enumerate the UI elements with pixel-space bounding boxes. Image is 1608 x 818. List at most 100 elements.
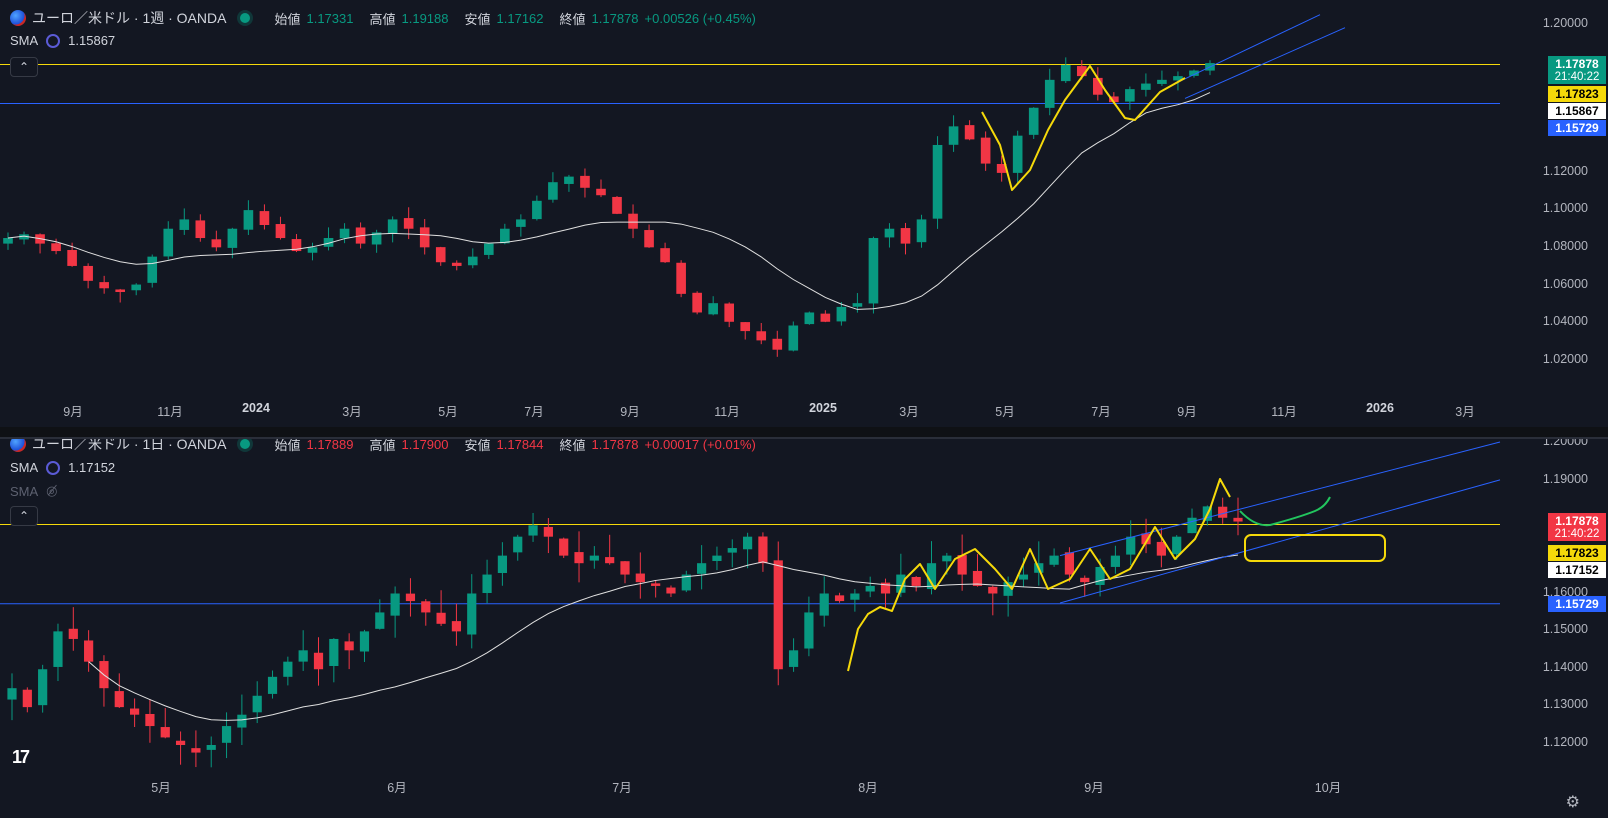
daily-candle-body <box>1095 566 1105 585</box>
daily-candle-body <box>175 740 186 745</box>
daily-price-tick: 1.12000 <box>1542 735 1588 749</box>
weekly-time-tick: 11月 <box>714 405 740 419</box>
weekly-candle-body <box>1093 77 1103 95</box>
weekly-candle-body <box>115 289 125 292</box>
change-value: +0.00017 (+0.01%) <box>644 437 756 452</box>
weekly-candle-body <box>500 228 510 244</box>
weekly-candle-body <box>660 248 670 263</box>
weekly-candle-body <box>900 228 911 244</box>
daily-candle-body <box>896 574 906 593</box>
daily-candle-body <box>574 552 584 564</box>
daily-candle-body <box>773 560 783 670</box>
weekly-candle-body <box>323 238 334 247</box>
daily-candle-body <box>1049 555 1059 565</box>
weekly-candle-body <box>483 243 494 255</box>
daily-candle-body <box>651 583 661 586</box>
daily-candle-body <box>191 748 201 753</box>
daily-candle-body <box>880 582 891 594</box>
weekly-candle-body <box>1173 76 1183 81</box>
weekly-candle-body <box>147 256 158 283</box>
daily-candle-body <box>788 650 799 667</box>
daily-time-tick: 7月 <box>612 781 632 795</box>
daily-time-tick: 5月 <box>151 781 171 795</box>
daily-candle-body <box>497 555 507 573</box>
eurusd-flag-icon <box>10 439 26 452</box>
daily-candle-body <box>911 577 921 586</box>
weekly-chart-pane[interactable]: ユーロ／米ドル · 1週 · OANDA 始値 1.17331 高値 1.191… <box>0 0 1608 427</box>
weekly-candle-body <box>19 234 29 240</box>
daily-chart-pane[interactable]: ユーロ／米ドル · 1日 · OANDA 始値 1.17889 高値 1.179… <box>0 437 1608 818</box>
daily-candle-body <box>267 676 278 694</box>
daily-channel-line <box>1059 441 1501 557</box>
daily-candle-body <box>359 631 370 652</box>
weekly-price-tag: 1.17823 <box>1548 86 1606 102</box>
daily-candle-body <box>344 641 354 651</box>
weekly-candle-body <box>884 228 895 238</box>
weekly-candle-body <box>724 303 735 322</box>
weekly-legend: ユーロ／米ドル · 1週 · OANDA 始値 1.17331 高値 1.191… <box>10 8 756 28</box>
weekly-candle-body <box>644 230 654 248</box>
open-label: 始値 <box>274 11 301 27</box>
daily-symbol-title[interactable]: ユーロ／米ドル · 1日 · OANDA <box>32 437 227 452</box>
daily-price-tag: 1.15729 <box>1548 596 1606 612</box>
daily-candle-body <box>681 574 691 591</box>
daily-candle-body <box>38 669 48 706</box>
weekly-time-tick: 7月 <box>1091 405 1111 419</box>
weekly-candle-body <box>1076 66 1087 77</box>
daily-candle-body <box>1141 533 1151 545</box>
weekly-price-tag: 1.15729 <box>1548 120 1606 136</box>
daily-sma-row[interactable]: SMA 1.17152 <box>10 460 115 475</box>
weekly-candle-body <box>772 338 783 350</box>
weekly-candle-body <box>371 232 382 245</box>
weekly-candle-body <box>964 125 975 140</box>
chart-settings-icon[interactable]: ⚙ <box>1565 794 1580 811</box>
weekly-candle-body <box>387 219 398 234</box>
daily-candle-body <box>221 726 232 743</box>
daily-candle-body <box>160 727 170 738</box>
daily-sma2-row[interactable]: SMA ◎̸ <box>10 483 58 499</box>
daily-drawn-target-box <box>1244 534 1386 562</box>
weekly-candle-body <box>243 210 254 230</box>
weekly-candle-body <box>852 303 863 307</box>
daily-candle-body <box>1126 536 1136 555</box>
daily-candle-body <box>313 652 324 670</box>
daily-candle-body <box>513 536 523 553</box>
weekly-time-tick: 3月 <box>899 405 919 419</box>
weekly-candle-body <box>1141 83 1151 90</box>
sma-loading-icon <box>46 33 61 48</box>
weekly-candle-body <box>211 239 222 248</box>
collapse-legend-button[interactable]: ⌃ <box>10 506 38 526</box>
daily-candle-body <box>84 640 94 662</box>
daily-candle-body <box>1187 517 1197 534</box>
weekly-chart-canvas[interactable] <box>0 0 1608 427</box>
daily-candle-body <box>130 708 140 715</box>
daily-chart-canvas[interactable] <box>0 439 1608 818</box>
low-value: 1.17162 <box>496 10 544 26</box>
collapse-legend-button[interactable]: ⌃ <box>10 57 38 77</box>
daily-candle-body <box>114 691 124 708</box>
weekly-price-tick: 1.06000 <box>1542 277 1588 291</box>
daily-candle-body <box>942 555 952 562</box>
daily-candle-body <box>804 612 814 649</box>
daily-candle-body <box>926 563 937 590</box>
weekly-candle-body <box>804 312 815 325</box>
weekly-candle-body <box>564 176 574 184</box>
daily-candle-body <box>1156 541 1166 556</box>
weekly-sma-row[interactable]: SMA 1.15867 <box>10 33 115 48</box>
hidden-eye-icon[interactable]: ◎̸ <box>46 483 58 498</box>
weekly-symbol-title[interactable]: ユーロ／米ドル · 1週 · OANDA <box>32 10 227 26</box>
weekly-candle-body <box>1028 107 1039 135</box>
daily-time-tick: 6月 <box>387 781 407 795</box>
tradingview-logo[interactable]: 17 <box>12 747 30 767</box>
daily-candle-body <box>206 745 216 750</box>
high-value: 1.17900 <box>401 437 449 452</box>
weekly-time-tick: 3月 <box>342 405 362 419</box>
daily-candle-body <box>467 593 477 635</box>
weekly-candle-body <box>548 182 558 200</box>
weekly-candle-body <box>227 228 238 248</box>
daily-candle-body <box>390 593 400 616</box>
weekly-candle-body <box>195 220 206 239</box>
daily-candle-body <box>957 555 967 575</box>
daily-candle-body <box>68 628 78 639</box>
daily-candle-body <box>712 555 722 561</box>
